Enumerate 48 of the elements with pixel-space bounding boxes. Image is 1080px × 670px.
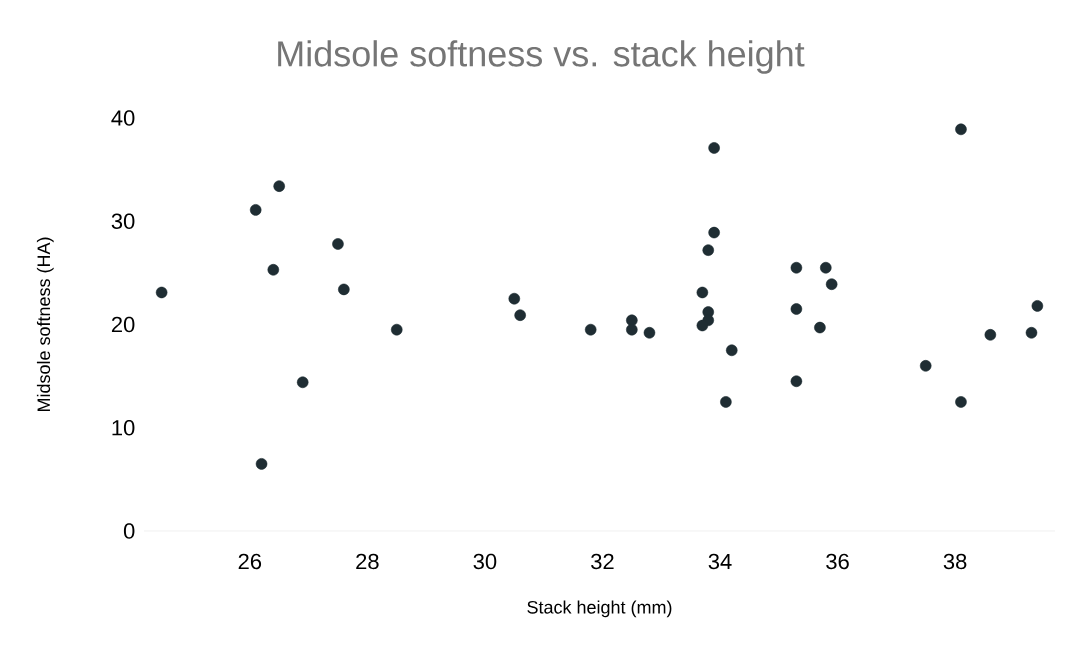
point [273, 180, 285, 192]
point [1025, 326, 1038, 339]
point [296, 376, 309, 389]
x-axis-title: Stack height (mm) [527, 600, 672, 618]
point [155, 286, 168, 299]
y-tick-label: 40 [111, 110, 135, 126]
chart-title: Midsole softness vs. stack height [278, 40, 805, 74]
point [249, 204, 262, 216]
y-tick-label: 10 [112, 419, 135, 436]
x-tick-label: 26 [238, 553, 262, 570]
point [696, 319, 709, 332]
point [725, 344, 738, 357]
point [955, 123, 967, 136]
y-tick-label: 20 [111, 316, 135, 333]
point [390, 323, 403, 336]
point [984, 329, 997, 341]
point [720, 396, 732, 408]
point [955, 396, 967, 408]
x-tick-label: 28 [356, 553, 379, 570]
y-tick-label: 30 [111, 213, 135, 230]
point [825, 278, 838, 290]
point [514, 309, 526, 321]
point [790, 261, 803, 274]
x-tick-label: 30 [473, 553, 497, 570]
x-tick-label: 34 [708, 553, 732, 570]
point [820, 261, 832, 274]
point [643, 326, 656, 339]
y-tick-label: 0 [123, 523, 135, 539]
point [919, 360, 932, 372]
point [708, 142, 720, 154]
point [708, 226, 720, 239]
x-tick-label: 32 [591, 553, 614, 570]
point [626, 323, 638, 336]
point [790, 303, 803, 315]
y-axis-title: Midsole softness (HA) [36, 237, 54, 412]
point [584, 323, 597, 336]
point [255, 458, 268, 470]
point [814, 321, 826, 334]
point [508, 292, 521, 305]
point [1031, 300, 1044, 312]
x-tick-label: 36 [826, 553, 849, 570]
point [702, 244, 715, 256]
x-tick-label: 38 [943, 553, 967, 570]
point [696, 286, 709, 299]
point [338, 283, 350, 296]
point [267, 264, 280, 276]
point [332, 238, 344, 250]
point [790, 375, 803, 388]
